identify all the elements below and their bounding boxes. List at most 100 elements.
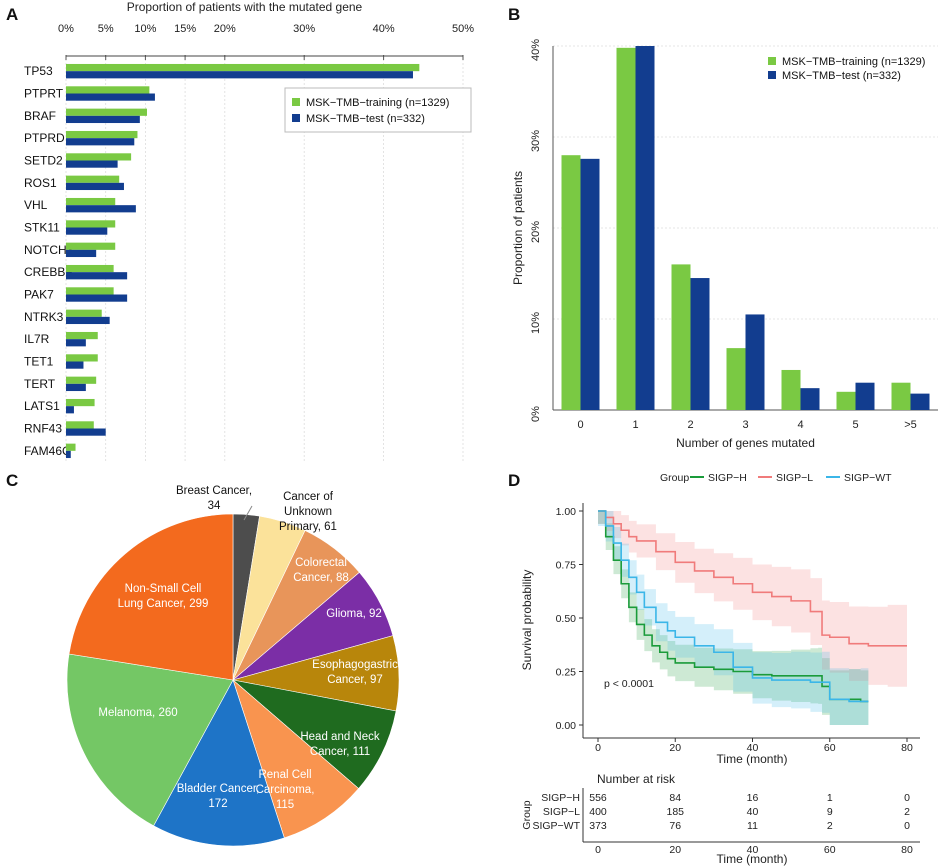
gene-label: NTRK3 <box>24 310 64 324</box>
km-confidence-band <box>598 511 869 725</box>
risk-table-x-tick-label: 80 <box>901 844 913 856</box>
bar-training <box>726 348 746 410</box>
pie-slice-label: Cancer of <box>283 491 334 503</box>
panel-b-x-tick-label: 0 <box>577 419 583 431</box>
panel-b-x-tick-label: 4 <box>797 419 803 431</box>
panel-b-y-tick-label: 30% <box>530 130 542 152</box>
gene-label: PAK7 <box>24 288 54 302</box>
risk-table-count: 400 <box>589 806 607 818</box>
pie-slice-label: Non-Small Cell <box>125 583 202 595</box>
risk-table-x-tick-label: 40 <box>747 844 759 856</box>
bar-training <box>66 63 420 72</box>
panel-a-tick-label: 10% <box>134 23 156 35</box>
bar-training <box>66 398 95 407</box>
gene-label: STK11 <box>24 221 60 235</box>
bar-test <box>66 316 110 325</box>
pie-slice-label: Melanoma, 260 <box>98 707 177 719</box>
bar-test <box>690 278 710 410</box>
legend-label-test: MSK−TMB−test (n=332) <box>306 113 425 125</box>
legend-swatch-test <box>292 114 300 122</box>
panel-a-tick-label: 5% <box>98 23 114 35</box>
bar-test <box>580 158 600 410</box>
pie-slice-label: Bladder Cancer, <box>177 783 259 795</box>
bar-test <box>800 388 820 410</box>
panel-b-y-tick-label: 20% <box>530 221 542 243</box>
km-x-tick-label: 80 <box>901 742 913 754</box>
bar-training <box>66 130 138 139</box>
bar-test <box>910 393 930 410</box>
risk-table-count: 76 <box>669 820 681 832</box>
pie-slice-label: 34 <box>208 500 221 512</box>
bar-test <box>66 339 86 347</box>
bar-training <box>616 47 636 410</box>
km-y-tick-label: 0.50 <box>556 613 577 625</box>
bar-training <box>66 287 114 295</box>
km-legend-label: SIGP−WT <box>844 472 892 484</box>
km-survival-curve <box>598 510 907 647</box>
panel-a-tick-label: 15% <box>174 23 196 35</box>
legend-swatch-training <box>768 57 776 65</box>
panel-a-tick-label: 20% <box>214 23 236 35</box>
bar-test <box>66 205 136 213</box>
legend-box <box>284 87 472 133</box>
risk-table-count: 0 <box>904 792 910 804</box>
pie-slice-label: Cancer, 97 <box>327 674 383 686</box>
km-legend-title: Group <box>660 472 689 484</box>
gene-label: VHL <box>24 198 48 212</box>
gene-label: SETD2 <box>24 154 63 168</box>
panel-b-legend: MSK−TMB−training (n=1329) MSK−TMB−test (n… <box>762 52 925 84</box>
bar-test <box>66 450 71 459</box>
panel-c-cancer-type-pie-chart: Breast Cancer, 34 Cancer of Unknown Primary,… <box>66 485 400 847</box>
bar-training <box>66 421 94 429</box>
gene-label: RNF43 <box>24 422 62 436</box>
pie-slice <box>232 679 360 839</box>
risk-table-group-label: Group <box>521 800 533 829</box>
gene-label: BRAF <box>24 109 56 123</box>
gene-label: LATS1 <box>24 399 60 413</box>
pie-leader-line <box>243 505 253 521</box>
km-p-value: p < 0.0001 <box>604 678 654 690</box>
bar-training <box>66 309 102 317</box>
bar-test <box>66 406 74 414</box>
bar-training <box>66 264 114 273</box>
bar-training <box>836 391 856 410</box>
panel-b-x-tick-label: >5 <box>904 419 917 431</box>
risk-table-count: 0 <box>904 820 910 832</box>
bar-test <box>66 272 128 280</box>
legend-label-training: MSK−TMB−training (n=1329) <box>782 56 925 68</box>
risk-table-count: 84 <box>669 792 681 804</box>
bar-test <box>66 428 106 436</box>
pie-slice-label: Carcinoma, <box>256 784 315 796</box>
pie-slice-label: Glioma, 92 <box>326 608 382 620</box>
risk-table-x-tick-label: 0 <box>595 844 601 856</box>
risk-table-row-label: SIGP−H <box>541 792 580 804</box>
km-x-tick-label: 40 <box>747 742 759 754</box>
km-x-axis-title: Time (month) <box>717 752 788 766</box>
panel-b-y-axis-title: Proportion of patients <box>511 171 525 285</box>
risk-table-count: 40 <box>747 806 759 818</box>
legend-box <box>762 52 922 84</box>
bar-training <box>66 86 150 94</box>
gene-label: PTPRT <box>24 87 64 101</box>
bar-training <box>66 376 97 384</box>
pie-slice <box>231 679 397 789</box>
panel-label-c: C <box>6 471 18 490</box>
bar-test <box>745 314 765 410</box>
bar-training <box>66 242 116 250</box>
bar-test <box>66 383 86 392</box>
bar-training <box>66 443 76 451</box>
bar-test <box>66 71 413 79</box>
bar-test <box>66 294 128 302</box>
panel-b-y-tick-label: 0% <box>530 406 542 422</box>
risk-table-x-tick-label: 60 <box>824 844 836 856</box>
panel-a-legend: MSK−TMB−training (n=1329) MSK−TMB−test (n… <box>284 87 472 133</box>
bar-training <box>66 197 116 206</box>
risk-table-count: 9 <box>827 806 833 818</box>
bar-test <box>635 46 655 410</box>
pie-slice <box>153 679 285 847</box>
km-y-tick-label: 0.25 <box>556 667 577 679</box>
risk-table-title: Number at risk <box>597 772 676 786</box>
pie-slice-label: Colorectal <box>295 557 347 569</box>
legend-swatch-test <box>768 71 776 79</box>
gene-label: TERT <box>24 377 56 391</box>
